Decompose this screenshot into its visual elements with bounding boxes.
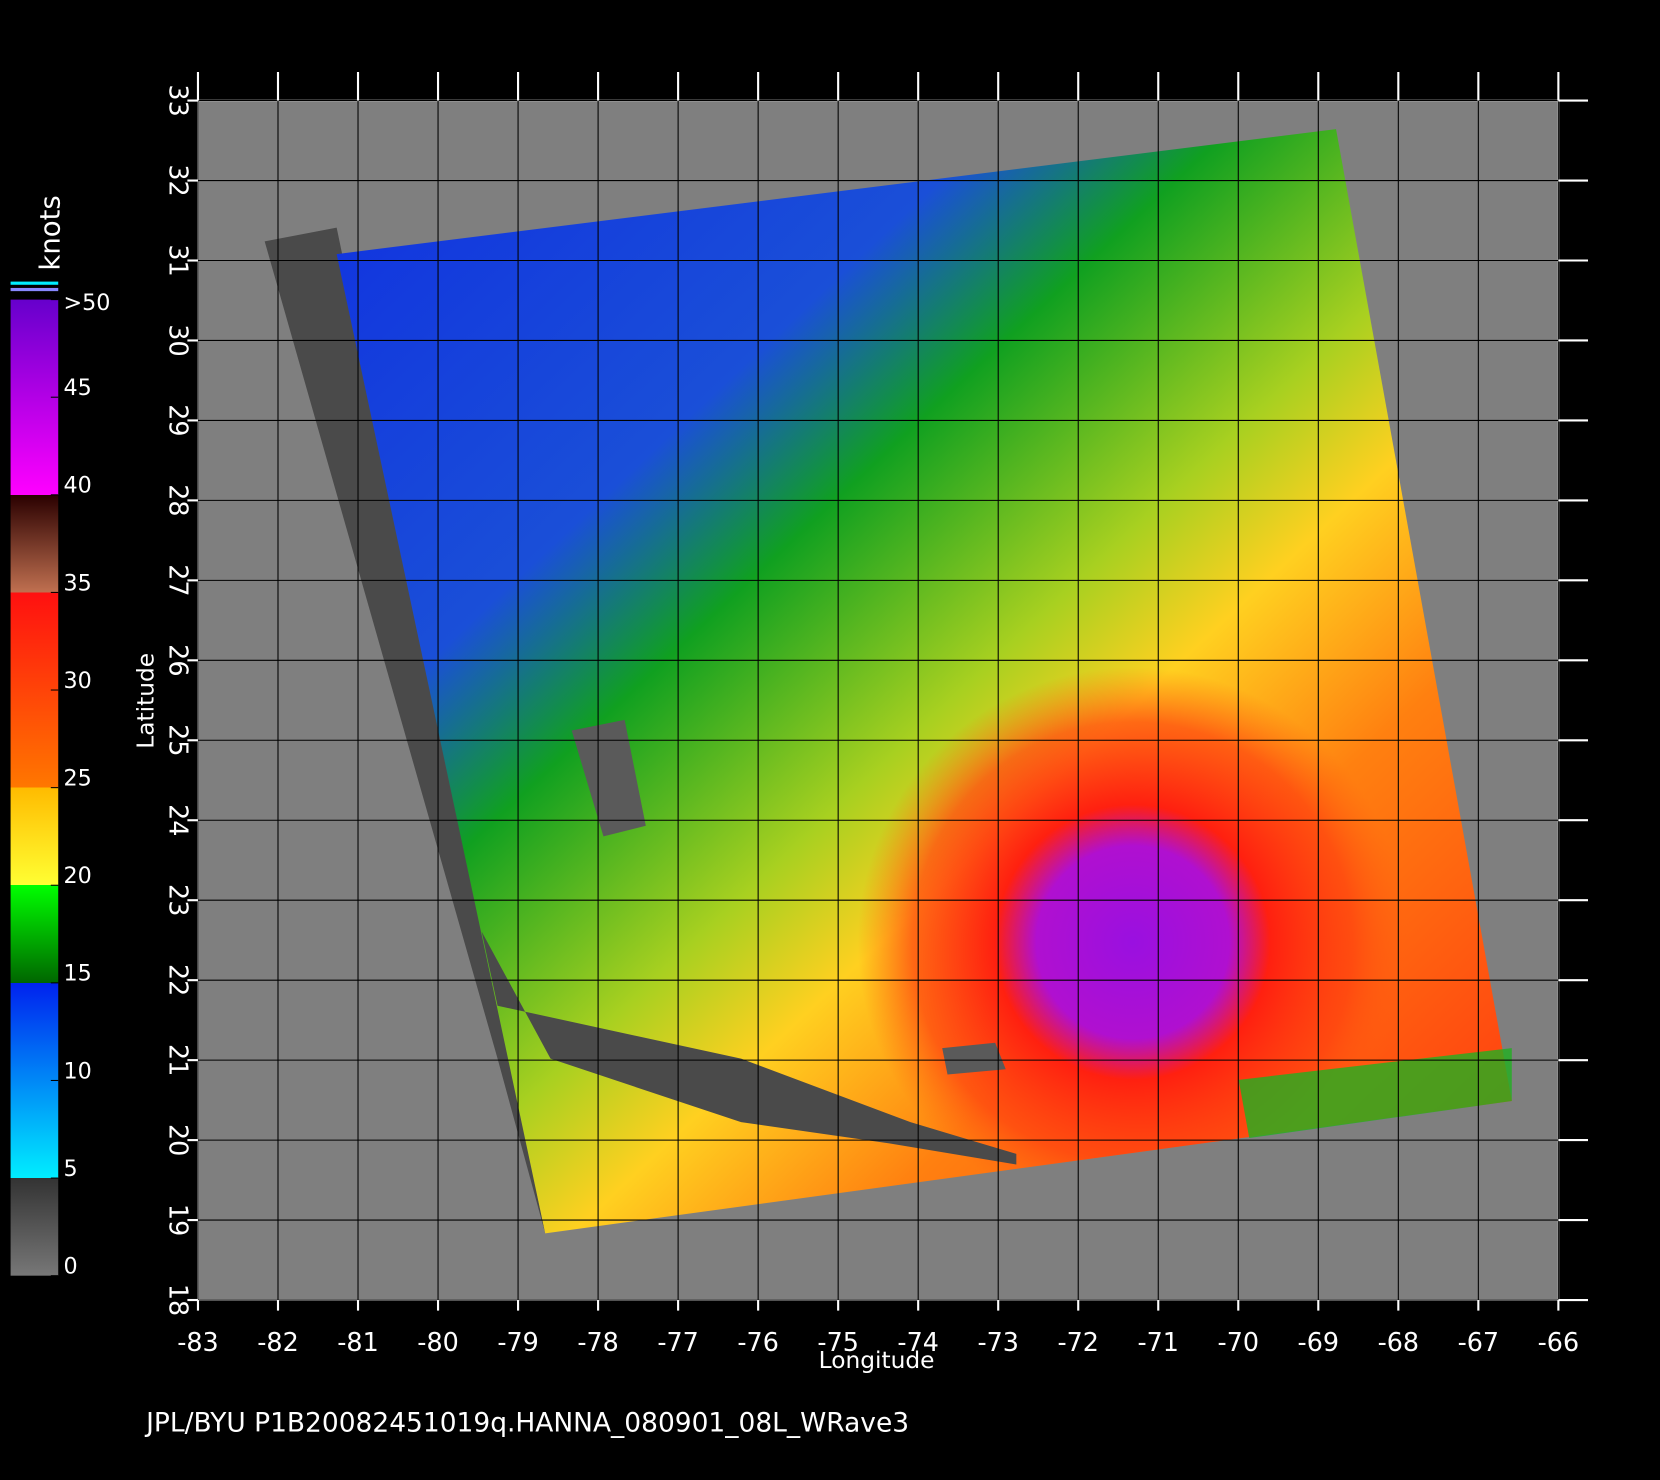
x-tick-label: -81 <box>337 1327 378 1357</box>
footer: JPL/BYU P1B20082451019q.HANNA_080901_08L… <box>144 1407 909 1438</box>
x-tick-label: -80 <box>417 1327 458 1357</box>
grid <box>197 99 1560 1301</box>
y-tick-label: 22 <box>163 964 193 996</box>
x-tick-label: -74 <box>897 1327 938 1357</box>
colorbar-tick-label: 20 <box>64 863 92 889</box>
x-tick-label: -78 <box>577 1327 618 1357</box>
land-strip <box>264 227 546 1234</box>
x-tick-label: -70 <box>1218 1327 1259 1357</box>
colorbar-tick-label: 15 <box>64 961 92 987</box>
x-tick-label: -73 <box>977 1327 1018 1357</box>
x-tick-label: -67 <box>1458 1327 1499 1357</box>
y-tick-label: 32 <box>163 164 193 196</box>
colorbar-title: knots <box>34 195 66 270</box>
y-tick-label: 19 <box>163 1204 193 1236</box>
y-axis-label: Latitude <box>133 653 160 749</box>
y-tick-label: 20 <box>163 1124 193 1156</box>
colorbar-tick-label: >50 <box>64 290 111 316</box>
land <box>481 931 1017 1165</box>
colorbar-cap <box>10 281 59 285</box>
colorbar-tick-label: 40 <box>64 473 92 499</box>
x-axis-label: Longitude <box>819 1347 935 1374</box>
colorbar-cap <box>10 287 59 292</box>
island <box>942 1042 1006 1075</box>
y-tick-label: 27 <box>163 564 193 596</box>
y-tick-label: 33 <box>163 84 193 116</box>
y-tick-label: 30 <box>163 324 193 356</box>
y-tick-label: 24 <box>163 804 193 836</box>
storm-core <box>336 129 1512 1234</box>
x-tick-label: -76 <box>737 1327 778 1357</box>
y-tick-label: 25 <box>163 724 193 756</box>
colorbar-tick-label: 10 <box>64 1058 92 1084</box>
colorbar-tick-label: 0 <box>64 1254 78 1280</box>
y-tick-label: 29 <box>163 404 193 436</box>
x-tick-label: -77 <box>657 1327 698 1357</box>
colorbar-tick-label: 5 <box>64 1156 78 1182</box>
colorbar-tick-label: 45 <box>64 375 92 401</box>
y-tick-label: 26 <box>163 644 193 676</box>
colorbar-tick-label: 25 <box>64 766 92 792</box>
x-tick-label: -69 <box>1298 1327 1339 1357</box>
x-tick-label: -82 <box>257 1327 298 1357</box>
colorbar-tick-label: 30 <box>64 668 92 694</box>
y-tick-label: 23 <box>163 884 193 916</box>
y-tick-label: 31 <box>163 244 193 276</box>
x-tick-label: -72 <box>1057 1327 1098 1357</box>
x-tick-label: -75 <box>817 1327 858 1357</box>
x-tick-label: -68 <box>1378 1327 1419 1357</box>
y-tick-label: 21 <box>163 1044 193 1076</box>
x-tick-label: -66 <box>1538 1327 1579 1357</box>
wind-patch <box>1238 1048 1512 1139</box>
colorbar-tick-label: 35 <box>64 570 92 596</box>
x-tick-label: -79 <box>497 1327 538 1357</box>
colorbar-scale <box>10 299 59 1276</box>
x-tick-label: -71 <box>1138 1327 1179 1357</box>
map-layer <box>197 100 1559 1301</box>
island <box>571 719 646 837</box>
y-tick-label: 18 <box>163 1284 193 1316</box>
ticks: -83 -82 -81 -80 -79 -78 -77 -76 -75 -74 -73 -72 -71 -… <box>163 71 1589 1357</box>
y-tick-label: 28 <box>163 484 193 516</box>
x-tick-label: -83 <box>177 1327 218 1357</box>
colorbar: 0 5 10 15 20 25 30 35 >50 45 40 <box>10 290 111 1280</box>
